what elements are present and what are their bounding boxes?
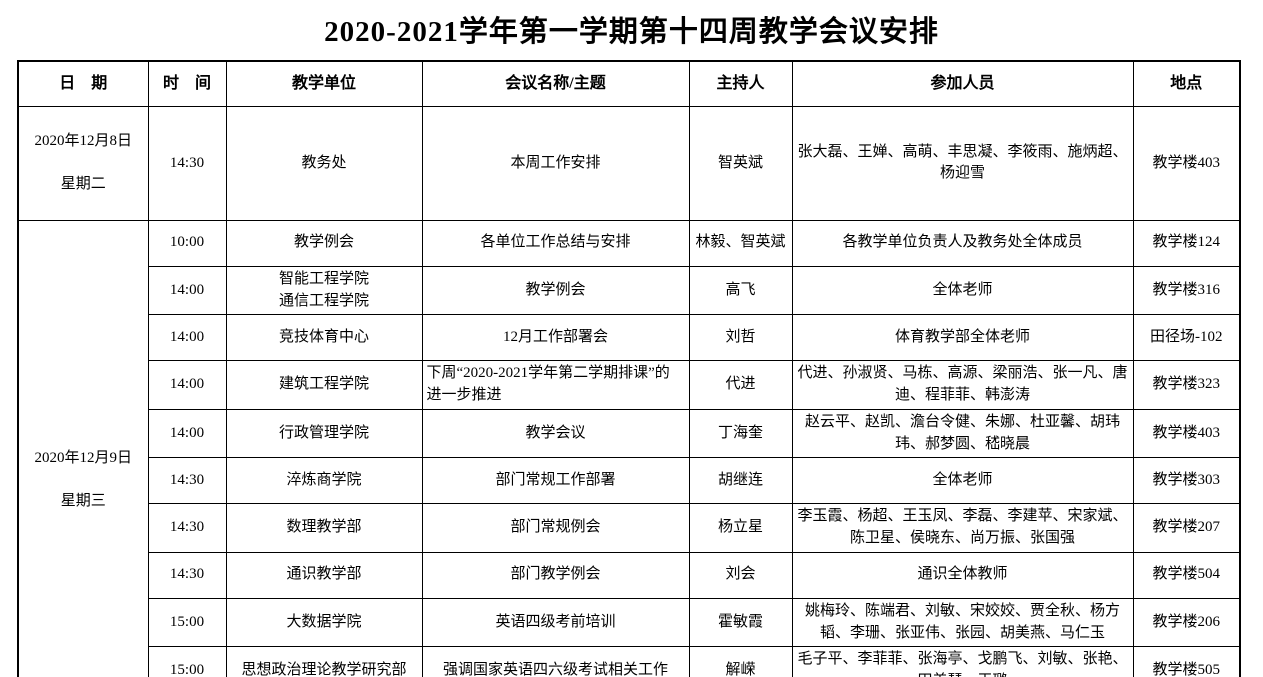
unit-cell: 教学例会 bbox=[225, 219, 423, 267]
unit-cell: 建筑工程学院 bbox=[225, 360, 423, 410]
participants-cell: 代进、孙淑贤、马栋、高源、梁丽浩、张一凡、唐迪、程菲菲、韩澎涛 bbox=[791, 360, 1134, 410]
table-row: 14:00 竞技体育中心 12月工作部署会 刘哲 体育教学部全体老师 田径场-1… bbox=[18, 314, 1241, 362]
location-cell: 教学楼124 bbox=[1132, 219, 1241, 267]
unit-cell: 淬炼商学院 bbox=[225, 457, 423, 505]
date-text: 2020年12月8日 bbox=[34, 132, 132, 149]
location-cell: 教学楼207 bbox=[1132, 503, 1241, 553]
unit-cell: 智能工程学院 通信工程学院 bbox=[225, 265, 423, 316]
table-row: 15:00 思想政治理论教学研究部 强调国家英语四六级考试相关工作 解嵘 毛子平… bbox=[18, 646, 1241, 677]
unit-cell: 行政管理学院 bbox=[225, 408, 423, 459]
participants-cell: 张大磊、王婵、高萌、丰思凝、李筱雨、施炳超、杨迎雪 bbox=[791, 106, 1134, 221]
host-cell: 丁海奎 bbox=[688, 408, 793, 459]
participants-cell: 各教学单位负责人及教务处全体成员 bbox=[791, 219, 1134, 267]
topic-cell: 下周“2020-2021学年第二学期排课”的进一步推进 bbox=[421, 360, 690, 410]
topic-cell: 教学会议 bbox=[421, 408, 690, 459]
time-cell: 14:30 bbox=[147, 551, 227, 599]
date-text: 2020年12月9日 bbox=[34, 449, 132, 466]
participants-cell: 全体老师 bbox=[791, 265, 1134, 316]
table-row: 14:00 智能工程学院 通信工程学院 教学例会 高飞 全体老师 教学楼316 bbox=[18, 265, 1241, 316]
topic-cell: 12月工作部署会 bbox=[421, 314, 690, 362]
host-cell: 杨立星 bbox=[688, 503, 793, 553]
location-cell: 教学楼403 bbox=[1132, 106, 1241, 221]
header-location: 地点 bbox=[1132, 60, 1241, 107]
unit-cell: 思想政治理论教学研究部 bbox=[225, 646, 423, 677]
time-cell: 14:30 bbox=[147, 457, 227, 505]
time-cell: 14:00 bbox=[147, 265, 227, 316]
table-row: 14:30 通识教学部 部门教学例会 刘会 通识全体教师 教学楼504 bbox=[18, 551, 1241, 599]
location-cell: 教学楼316 bbox=[1132, 265, 1241, 316]
table-row: 14:30 淬炼商学院 部门常规工作部署 胡继连 全体老师 教学楼303 bbox=[18, 457, 1241, 505]
host-cell: 解嵘 bbox=[688, 646, 793, 677]
time-cell: 14:30 bbox=[147, 106, 227, 221]
participants-cell: 通识全体教师 bbox=[791, 551, 1134, 599]
host-cell: 刘会 bbox=[688, 551, 793, 599]
location-cell: 教学楼323 bbox=[1132, 360, 1241, 410]
table-row: 2020年12月8日 星期二 14:30 教务处 本周工作安排 智英斌 张大磊、… bbox=[17, 106, 1241, 221]
topic-cell: 英语四级考前培训 bbox=[421, 597, 690, 648]
header-unit: 教学单位 bbox=[225, 60, 423, 107]
host-cell: 胡继连 bbox=[688, 457, 793, 505]
unit-cell: 竞技体育中心 bbox=[225, 314, 423, 362]
topic-cell: 部门教学例会 bbox=[421, 551, 690, 599]
unit-cell: 大数据学院 bbox=[225, 597, 423, 648]
topic-cell: 各单位工作总结与安排 bbox=[421, 219, 690, 267]
weekday-text: 星期三 bbox=[60, 493, 106, 510]
time-cell: 14:00 bbox=[147, 314, 227, 362]
header-participants: 参加人员 bbox=[791, 60, 1134, 107]
participants-cell: 赵云平、赵凯、澹台令健、朱娜、杜亚馨、胡玮玮、郝梦圆、嵇晓晨 bbox=[791, 408, 1134, 459]
host-cell: 高飞 bbox=[688, 265, 793, 316]
time-cell: 14:00 bbox=[147, 408, 227, 459]
time-cell: 15:00 bbox=[147, 646, 227, 677]
topic-cell: 教学例会 bbox=[421, 265, 690, 316]
header-host: 主持人 bbox=[688, 60, 793, 107]
participants-cell: 毛子平、李菲菲、张海亭、戈鹏飞、刘敏、张艳、田美琴、王璐 bbox=[791, 646, 1134, 677]
table-row: 2020年12月9日 星期三 10:00 教学例会 各单位工作总结与安排 林毅、… bbox=[17, 219, 1241, 677]
table-row: 14:00 建筑工程学院 下周“2020-2021学年第二学期排课”的进一步推进… bbox=[18, 360, 1241, 410]
host-cell: 代进 bbox=[688, 360, 793, 410]
header-date: 日 期 bbox=[17, 60, 149, 107]
topic-cell: 强调国家英语四六级考试相关工作 bbox=[421, 646, 690, 677]
host-cell: 林毅、智英斌 bbox=[688, 219, 793, 267]
time-cell: 15:00 bbox=[147, 597, 227, 648]
topic-cell: 部门常规例会 bbox=[421, 503, 690, 553]
location-cell: 教学楼505 bbox=[1132, 646, 1241, 677]
unit-cell: 教务处 bbox=[225, 106, 423, 221]
schedule-table: 日 期 时 间 教学单位 会议名称/主题 主持人 参加人员 地点 2020年12… bbox=[17, 60, 1241, 677]
unit-cell: 通识教学部 bbox=[225, 551, 423, 599]
date-cell: 2020年12月8日 星期二 bbox=[17, 106, 149, 221]
location-cell: 教学楼206 bbox=[1132, 597, 1241, 648]
date-cell: 2020年12月9日 星期三 bbox=[17, 219, 149, 677]
host-cell: 刘哲 bbox=[688, 314, 793, 362]
participants-cell: 姚梅玲、陈端君、刘敏、宋姣姣、贾全秋、杨方韬、李珊、张亚伟、张园、胡美燕、马仁玉 bbox=[791, 597, 1134, 648]
weekday-text: 星期二 bbox=[60, 176, 106, 193]
time-cell: 14:30 bbox=[147, 503, 227, 553]
header-topic: 会议名称/主题 bbox=[421, 60, 690, 107]
location-cell: 田径场-102 bbox=[1132, 314, 1241, 362]
topic-cell: 部门常规工作部署 bbox=[421, 457, 690, 505]
participants-cell: 李玉霞、杨超、王玉凤、李磊、李建苹、宋家斌、陈卫星、侯晓东、尚万振、张国强 bbox=[791, 503, 1134, 553]
participants-cell: 全体老师 bbox=[791, 457, 1134, 505]
host-cell: 霍敏霞 bbox=[688, 597, 793, 648]
table-row: 15:00 大数据学院 英语四级考前培训 霍敏霞 姚梅玲、陈端君、刘敏、宋姣姣、… bbox=[18, 597, 1241, 648]
topic-cell: 本周工作安排 bbox=[421, 106, 690, 221]
unit-cell: 数理教学部 bbox=[225, 503, 423, 553]
page-title: 2020-2021学年第一学期第十四周教学会议安排 bbox=[324, 16, 939, 48]
header-time: 时 间 bbox=[147, 60, 227, 107]
location-cell: 教学楼403 bbox=[1132, 408, 1241, 459]
location-cell: 教学楼303 bbox=[1132, 457, 1241, 505]
time-cell: 10:00 bbox=[147, 219, 227, 267]
table-row: 14:00 行政管理学院 教学会议 丁海奎 赵云平、赵凯、澹台令健、朱娜、杜亚馨… bbox=[18, 408, 1241, 459]
host-cell: 智英斌 bbox=[688, 106, 793, 221]
participants-cell: 体育教学部全体老师 bbox=[791, 314, 1134, 362]
table-header-row: 日 期 时 间 教学单位 会议名称/主题 主持人 参加人员 地点 bbox=[17, 60, 1241, 107]
table-row: 14:30 数理教学部 部门常规例会 杨立星 李玉霞、杨超、王玉凤、李磊、李建苹… bbox=[18, 503, 1241, 553]
time-cell: 14:00 bbox=[147, 360, 227, 410]
location-cell: 教学楼504 bbox=[1132, 551, 1241, 599]
